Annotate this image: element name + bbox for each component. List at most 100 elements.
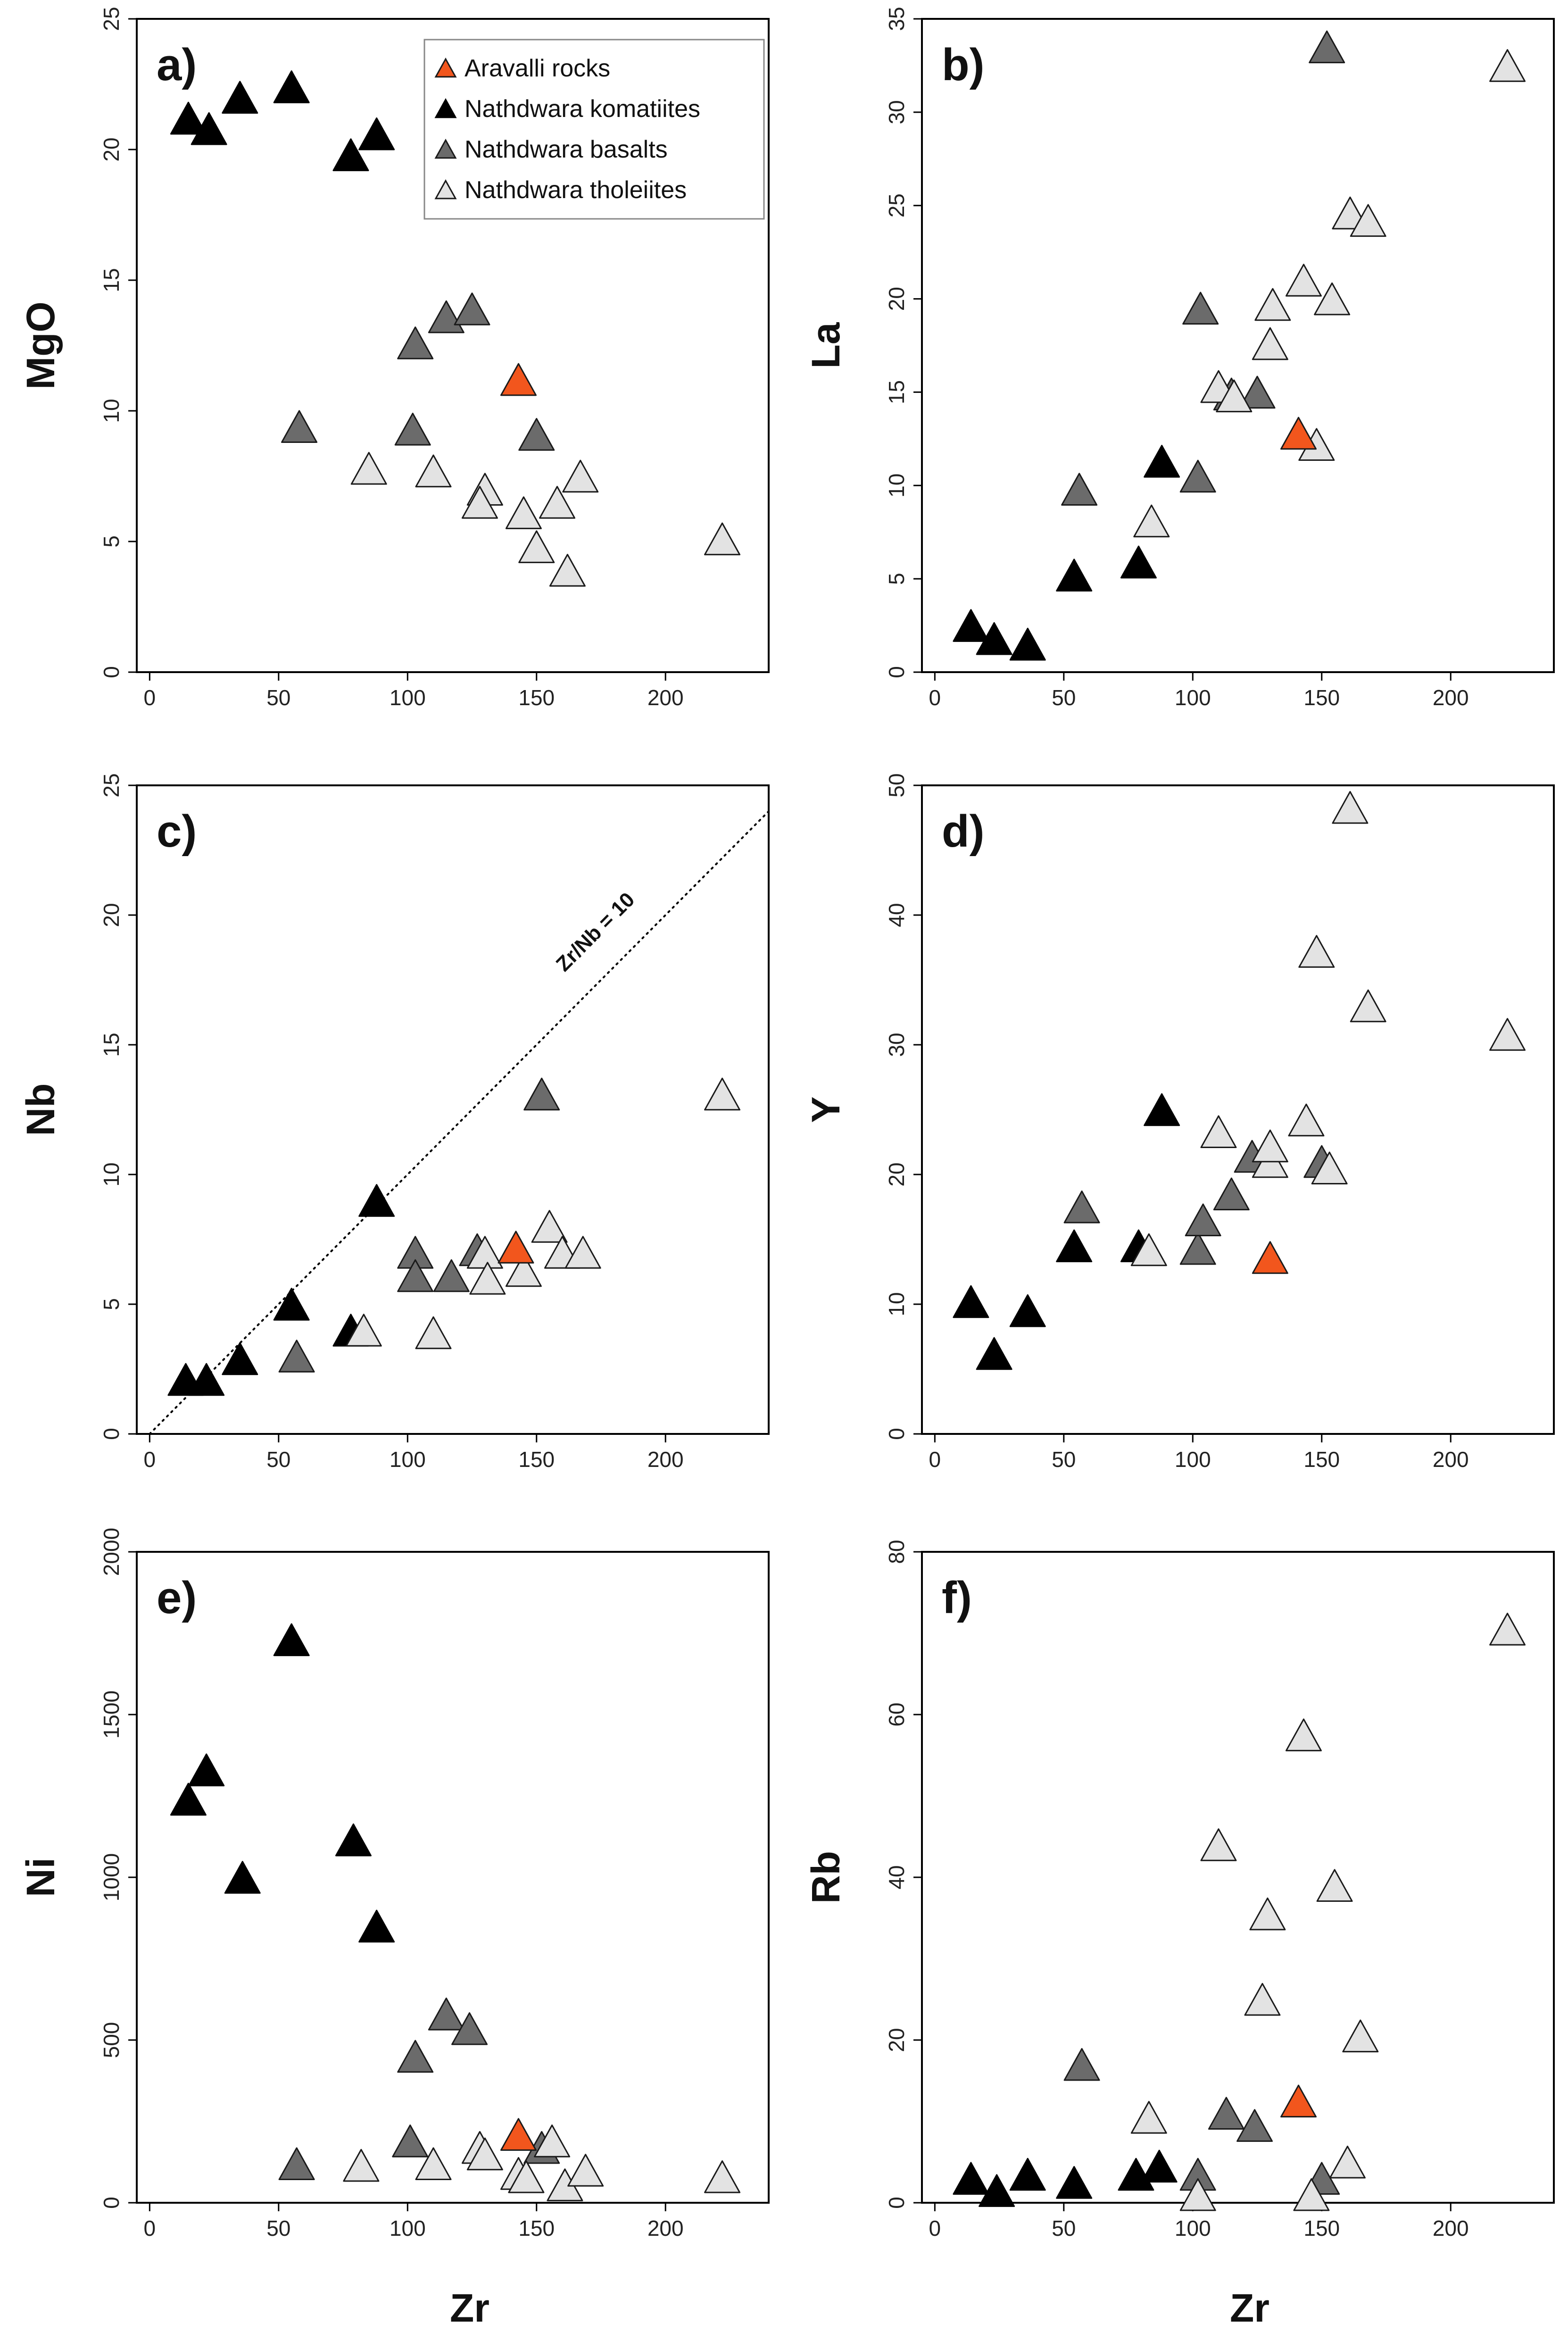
x-tick-label: 200 [647,1447,684,1472]
point-tholeiites [1489,49,1526,82]
legend-marker-komatiites [434,98,457,118]
x-tick-label: 200 [1433,685,1469,710]
y-tick-label: 30 [884,1033,909,1057]
point-tholeiites [415,454,452,488]
plot-frame [136,784,770,1435]
point-tholeiites [1350,204,1386,237]
plot-frame [921,1551,1555,2204]
point-tholeiites [1285,1718,1322,1751]
panel-c: 0 50 100 150 200 0 5 10 15 20 25 Nb c) Zr/Nb = 10 [18,773,770,1472]
x-tick-label: 100 [390,2216,426,2240]
point-basalts [1213,1177,1250,1211]
y-axis-label: MgO [18,301,63,390]
point-basalts [1309,30,1345,64]
point-komatiites [358,117,395,150]
point-basalts [1179,1232,1216,1265]
legend-label-tholeiites: Nathdwara tholeiites [465,176,687,204]
y-tick-label: 20 [884,2028,909,2052]
point-tholeiites [508,2160,545,2193]
legend-label-basalts: Nathdwara basalts [465,136,668,163]
point-aravalli [500,363,537,396]
reference-line [149,810,770,1435]
panel-label: c) [157,806,197,857]
point-tholeiites [1130,2101,1167,2134]
point-komatiites [976,622,1012,655]
x-tick-label: 200 [1433,2216,1469,2240]
point-komatiites [358,1909,395,1943]
y-axis-label: Rb [804,1851,848,1904]
y-tick-label: 0 [884,666,909,678]
y-tick-label: 10 [99,399,124,423]
point-tholeiites [1489,1018,1526,1051]
point-komatiites [358,1184,395,1217]
y-tick-label: 5 [884,573,909,585]
point-komatiites [170,101,207,135]
point-basalts [278,1340,315,1373]
point-komatiites [953,609,989,642]
legend-label-aravalli: Aravalli rocks [465,55,610,82]
point-aravalli [1252,1241,1288,1274]
y-tick-label: 30 [884,100,909,124]
panel-label: d) [942,806,985,857]
point-tholeiites [1244,1982,1281,2016]
point-tholeiites [1350,989,1386,1023]
y-tick-label: 1000 [99,1853,124,1901]
y-tick-label: 5 [99,1298,124,1310]
y-tick-label: 25 [99,7,124,31]
point-komatiites [1056,558,1093,592]
x-tick-label: 100 [1175,1447,1211,1472]
point-basalts [1208,2097,1244,2130]
point-komatiites [1009,2157,1046,2191]
x-tick-label: 100 [390,1447,426,1472]
point-basalts [1061,473,1098,506]
point-tholeiites [1293,2178,1330,2211]
point-tholeiites [1314,282,1351,316]
x-tick-label: 0 [929,685,941,710]
point-komatiites [273,70,310,103]
y-axis-label: Nb [18,1083,63,1136]
x-tick-label: 150 [1303,685,1340,710]
point-aravalli [1280,2084,1317,2118]
y-tick-label: 80 [884,1540,909,1564]
point-komatiites [1141,2149,1178,2183]
data-points [953,30,1526,661]
point-basalts [397,1259,434,1292]
point-tholeiites [1216,379,1253,413]
point-basalts [1185,1203,1221,1237]
point-komatiites [222,1342,258,1375]
panel-label: a) [157,40,197,90]
point-tholeiites [1252,1129,1288,1163]
point-aravalli [498,1231,534,1264]
data-points [170,1623,741,2201]
point-tholeiites [1298,935,1335,968]
data-points [170,70,741,587]
y-tick-label: 15 [99,1033,124,1057]
point-basalts [1236,2109,1273,2142]
point-tholeiites [549,554,586,587]
y-tick-label: 0 [99,1428,124,1440]
x-tick-label: 200 [647,2216,684,2240]
point-tholeiites [415,1316,452,1349]
y-tick-label: 10 [99,1162,124,1186]
y-tick-label: 10 [884,474,909,498]
point-komatiites [1120,545,1157,579]
point-komatiites [332,138,369,171]
y-tick-label: 25 [99,773,124,797]
point-komatiites [1009,627,1046,661]
y-tick-label: 50 [884,773,909,797]
point-basalts [1063,1190,1100,1224]
point-tholeiites [345,1314,382,1347]
legend-box [423,39,765,220]
x-tick-label: 150 [518,1447,555,1472]
point-komatiites [1009,1294,1046,1327]
panel-f: 0 50 100 150 200 0 20 40 60 80 Rb f) [804,1540,1555,2240]
x-axis-label-left: Zr [450,2286,489,2330]
plot-frame [136,18,770,673]
plot-frame [921,784,1555,1435]
point-tholeiites [1200,1828,1237,1861]
y-tick-label: 25 [884,193,909,217]
y-tick-label: 5 [99,535,124,548]
point-tholeiites [704,522,741,556]
x-tick-label: 150 [1303,2216,1340,2240]
point-tholeiites [1130,1233,1167,1266]
